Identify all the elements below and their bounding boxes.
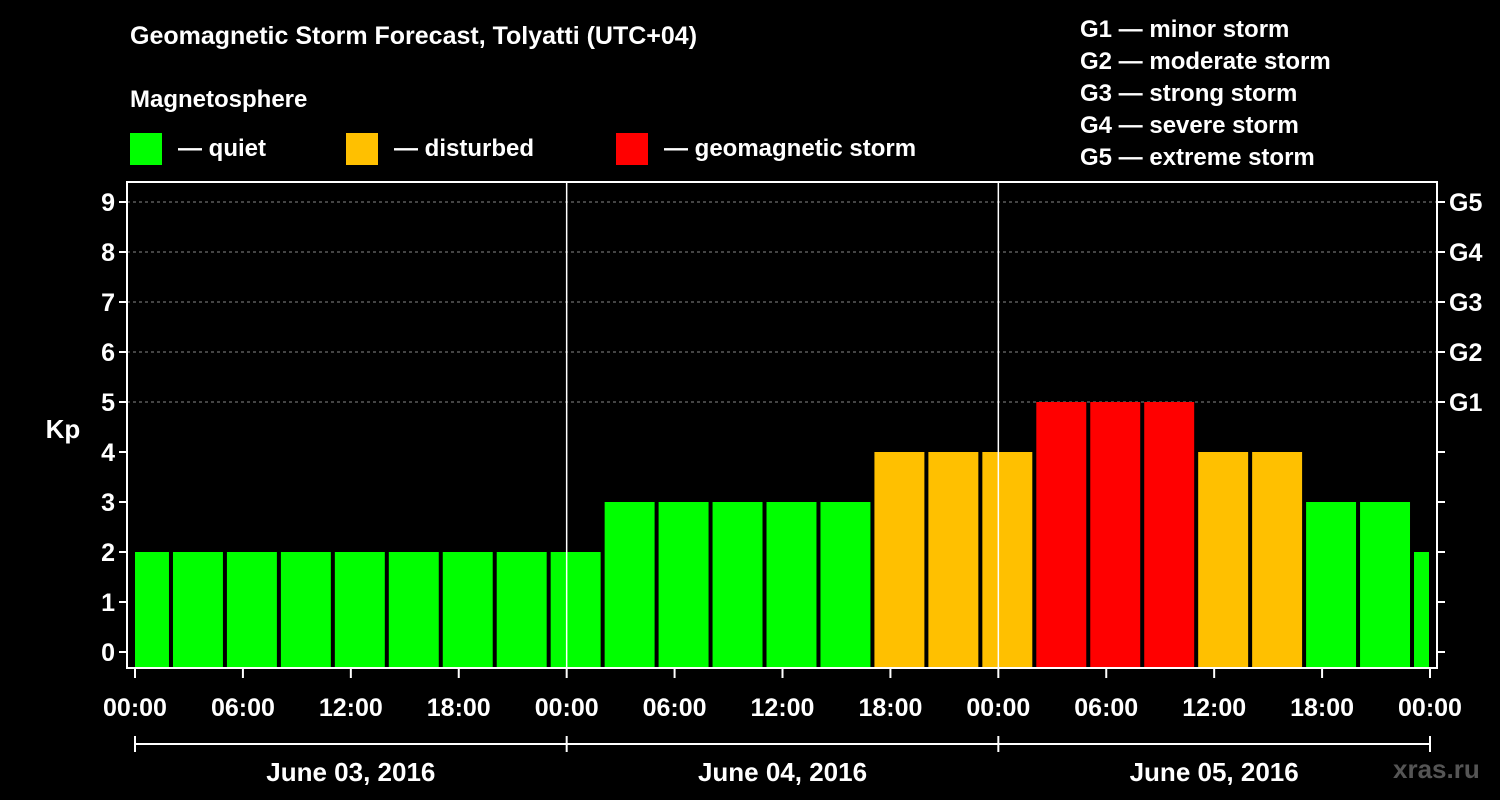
y-tick-label: 8 [101, 239, 115, 267]
x-tick-label: 00:00 [1398, 694, 1462, 722]
kp-bar [172, 552, 223, 668]
kp-bar [1306, 502, 1357, 668]
kp-bar [135, 552, 169, 668]
kp-bar [442, 552, 493, 668]
kp-bar [712, 502, 763, 668]
y-axis-label: Kp [46, 414, 81, 444]
kp-bar [226, 552, 277, 668]
g-scale-legend: G1 — minor storm G2 — moderate storm G3 … [1080, 14, 1331, 174]
x-tick-label: 06:00 [211, 694, 275, 722]
legend-label-disturbed: — disturbed [394, 135, 535, 162]
g-scale-tick-label: G5 [1449, 189, 1482, 217]
g-scale-item: G5 — extreme storm [1080, 144, 1315, 171]
g-scale-tick-label: G2 [1449, 339, 1482, 367]
watermark: xras.ru [1393, 754, 1480, 784]
kp-bar [874, 452, 925, 668]
magnetosphere-heading: Magnetosphere [130, 86, 308, 113]
day-label: June 04, 2016 [698, 757, 867, 787]
g-scale-item: G4 — severe storm [1080, 112, 1299, 139]
y-tick-label: 4 [101, 439, 115, 467]
kp-bar [820, 502, 871, 668]
g-scale-item: G3 — strong storm [1080, 80, 1298, 107]
chart-title: Geomagnetic Storm Forecast, Tolyatti (UT… [130, 22, 698, 50]
y-tick-label: 7 [101, 289, 115, 317]
x-tick-label: 18:00 [858, 694, 922, 722]
y-tick-label: 1 [101, 589, 115, 617]
legend-label-quiet: — quiet [178, 135, 266, 162]
x-tick-label: 18:00 [1290, 694, 1354, 722]
kp-bar [658, 502, 709, 668]
x-tick-label: 12:00 [1182, 694, 1246, 722]
kp-bar [982, 452, 1033, 668]
g-scale-tick-label: G4 [1449, 239, 1482, 267]
x-tick-label: 12:00 [751, 694, 815, 722]
kp-bar [1360, 502, 1411, 668]
y-tick-label: 5 [101, 389, 115, 417]
kp-bar [388, 552, 439, 668]
kp-bar [334, 552, 385, 668]
legend-swatch-disturbed [346, 133, 378, 165]
x-tick-label: 00:00 [103, 694, 167, 722]
kp-bar [1252, 452, 1303, 668]
y-tick-label: 2 [101, 539, 115, 567]
legend-swatch-storm [616, 133, 648, 165]
y-tick-label: 3 [101, 489, 115, 517]
kp-bar [766, 502, 817, 668]
legend-label-storm: — geomagnetic storm [664, 135, 917, 162]
g-scale-tick-label: G3 [1449, 289, 1482, 317]
x-tick-label: 06:00 [1074, 694, 1138, 722]
y-tick-label: 6 [101, 339, 115, 367]
g-scale-item: G2 — moderate storm [1080, 48, 1331, 75]
y-tick-label: 0 [101, 639, 115, 667]
day-label: June 05, 2016 [1130, 757, 1299, 787]
day-label: June 03, 2016 [266, 757, 435, 787]
x-tick-label: 00:00 [535, 694, 599, 722]
kp-bar [550, 552, 601, 668]
kp-bar [928, 452, 979, 668]
kp-bar [1090, 402, 1141, 668]
kp-bar [1036, 402, 1087, 668]
legend-swatch-quiet [130, 133, 162, 165]
x-tick-label: 18:00 [427, 694, 491, 722]
kp-bar [280, 552, 331, 668]
x-tick-label: 12:00 [319, 694, 383, 722]
kp-bar [1144, 402, 1195, 668]
g-scale-item: G1 — minor storm [1080, 16, 1290, 43]
x-tick-label: 00:00 [966, 694, 1030, 722]
y-tick-label: 9 [101, 189, 115, 217]
x-tick-label: 06:00 [643, 694, 707, 722]
kp-bar [1198, 452, 1249, 668]
g-scale-tick-label: G1 [1449, 389, 1482, 417]
kp-bar [496, 552, 547, 668]
kp-bar [604, 502, 655, 668]
kp-bar [1414, 552, 1429, 668]
